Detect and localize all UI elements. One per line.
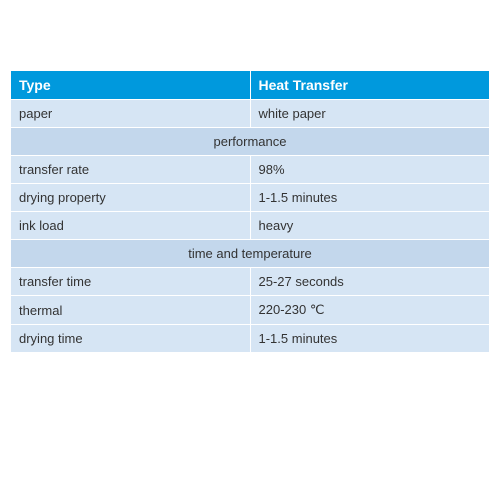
row-value: white paper [250,100,490,128]
table-row: paper white paper [11,100,490,128]
row-label: transfer rate [11,156,251,184]
section-label: time and temperature [11,240,490,268]
row-label: ink load [11,212,251,240]
row-label: drying time [11,325,251,353]
table-row: transfer rate 98% [11,156,490,184]
row-value: 1-1.5 minutes [250,325,490,353]
row-value: 220-230 ℃ [250,296,490,325]
row-value: heavy [250,212,490,240]
section-label: performance [11,128,490,156]
table-row: drying property 1-1.5 minutes [11,184,490,212]
row-label: paper [11,100,251,128]
table-row: transfer time 25-27 seconds [11,268,490,296]
row-value: 25-27 seconds [250,268,490,296]
specifications-table: Type Heat Transfer paper white paper per… [10,70,490,353]
section-row: time and temperature [11,240,490,268]
table-row: drying time 1-1.5 minutes [11,325,490,353]
row-label: thermal [11,296,251,325]
section-row: performance [11,128,490,156]
row-value: 1-1.5 minutes [250,184,490,212]
header-type: Type [11,71,251,100]
table-row: ink load heavy [11,212,490,240]
row-label: transfer time [11,268,251,296]
header-heat-transfer: Heat Transfer [250,71,490,100]
table-row: thermal 220-230 ℃ [11,296,490,325]
table-header-row: Type Heat Transfer [11,71,490,100]
row-label: drying property [11,184,251,212]
row-value: 98% [250,156,490,184]
